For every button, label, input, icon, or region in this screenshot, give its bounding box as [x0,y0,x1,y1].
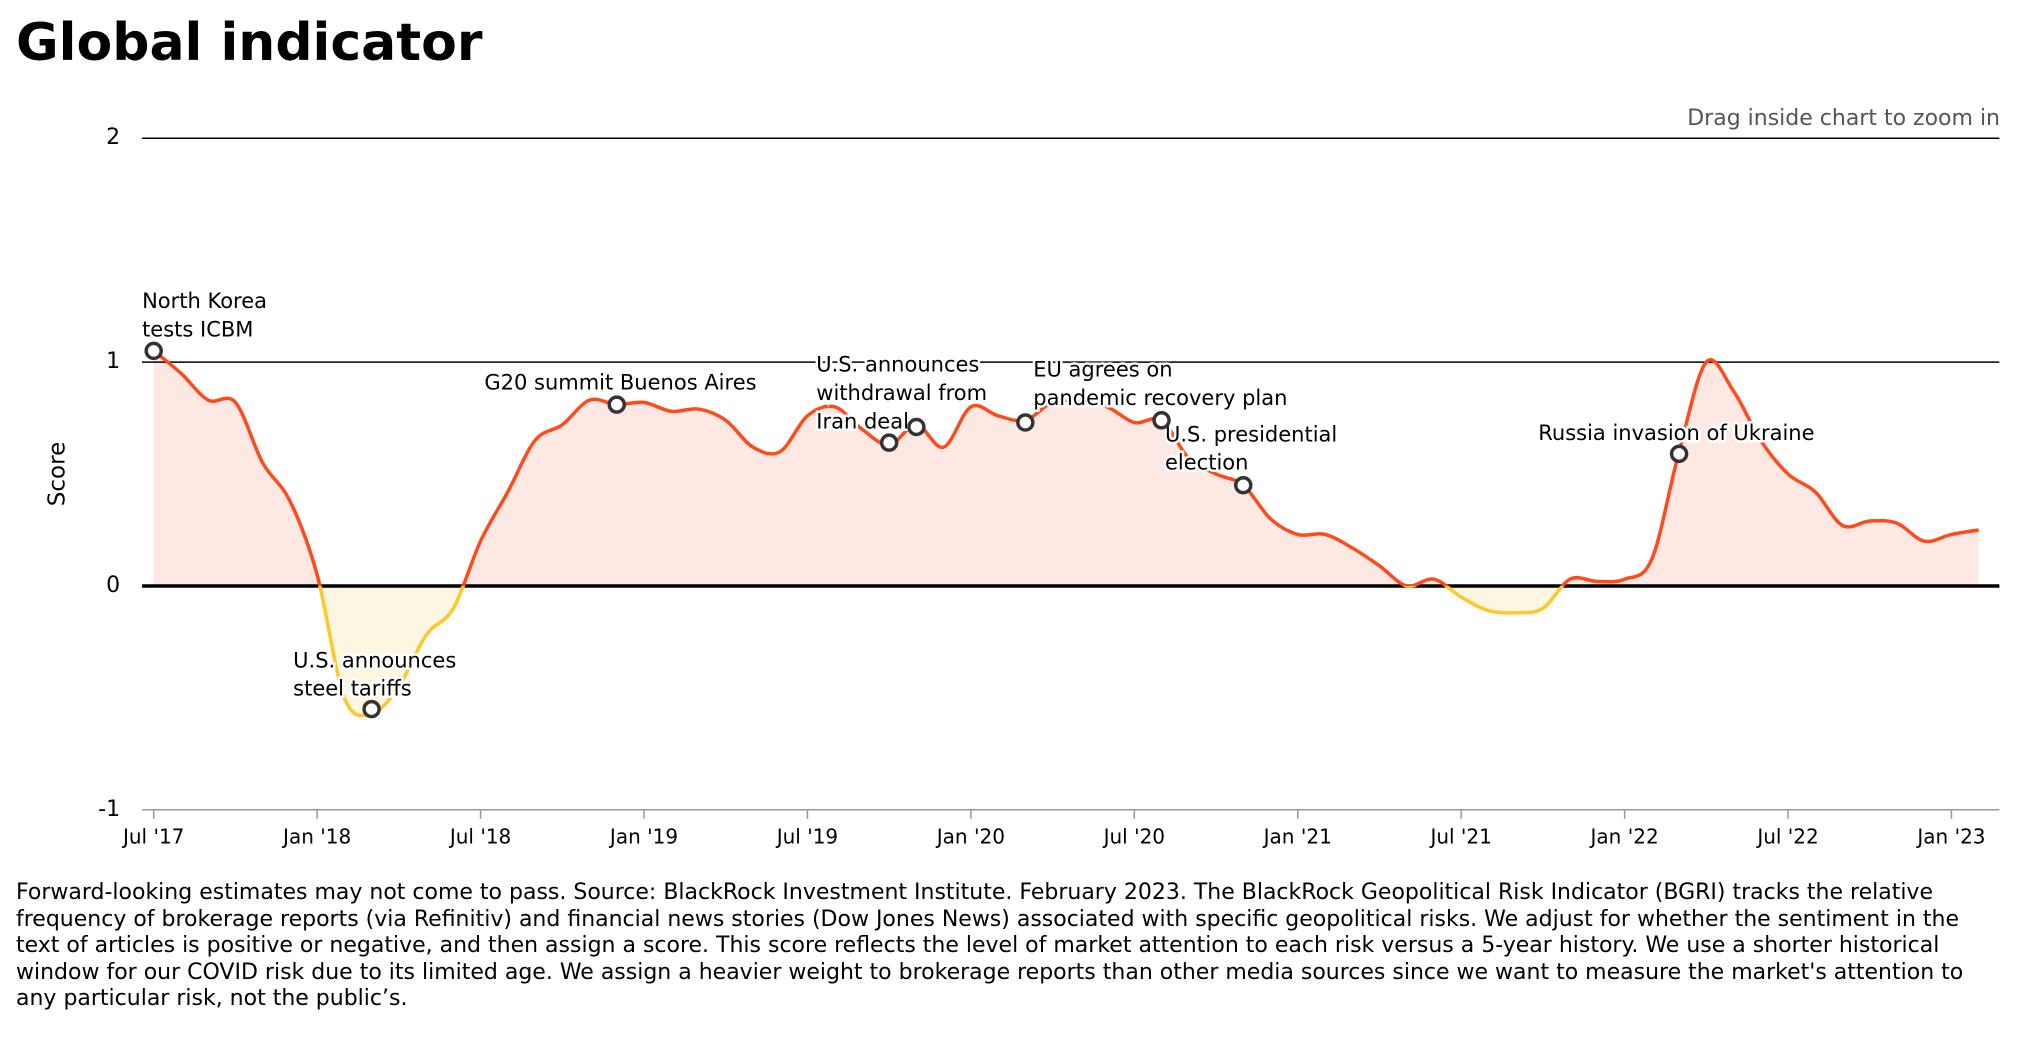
event-marker [144,341,163,361]
annotation-label: tests ICBM [142,318,253,342]
annotation-label: EU agrees on [1033,358,1172,382]
annotation-label: North Korea [142,289,267,313]
event-marker [1234,475,1253,495]
event-marker [362,699,381,719]
area-negative [153,585,1979,716]
annotation-label: Russia invasion of Ukraine [1538,421,1814,445]
x-tick-label: Jan '23 [1915,824,1985,848]
event-marker [1152,411,1171,430]
x-tick-label: Jan '19 [608,824,678,848]
x-tick-label: Jan '22 [1589,824,1659,848]
event-marker [879,433,899,452]
event-marker [1669,444,1689,464]
x-tick-label: Jan '18 [281,824,351,848]
x-tick-label: Jul '22 [1755,824,1818,848]
chart-title: Global indicator [16,13,483,73]
annotation-label: Iran deal [816,409,909,433]
x-tick-label: Jan '20 [935,824,1005,848]
zoom-hint: Drag inside chart to zoom in [1687,106,2000,131]
event-marker [907,417,926,437]
x-tick-label: Jul '17 [121,824,184,848]
annotation-label: U.S. announces [816,353,979,377]
annotation-label: G20 summit Buenos Aires [484,371,756,395]
event-marker [607,395,627,414]
annotation-label: election [1165,451,1248,475]
y-tick-label: 0 [106,573,120,598]
annotation-label: U.S. presidential [1165,422,1337,446]
annotation-label: steel tariffs [293,677,412,701]
y-tick-label: 1 [106,349,120,374]
x-tick-label: Jan '21 [1262,824,1332,848]
y-axis-label: Score [45,442,71,506]
annotation-label: withdrawal from [816,381,987,405]
annotation-label: U.S. announces [293,648,456,672]
x-tick-label: Jul '21 [1428,824,1491,848]
chart: Global indicator Drag inside chart to zo… [16,13,2000,848]
line-negative [318,585,1565,718]
annotation-label: pandemic recovery plan [1033,386,1287,410]
x-tick-label: Jul '18 [448,824,511,848]
y-tick-label: 2 [106,125,120,150]
footnote: Forward-looking estimates may not come t… [16,880,1964,1011]
x-tick-label: Jul '20 [1102,824,1165,848]
x-tick-label: Jul '19 [775,824,838,848]
y-tick-label: -1 [98,797,120,822]
event-marker [1016,413,1035,432]
